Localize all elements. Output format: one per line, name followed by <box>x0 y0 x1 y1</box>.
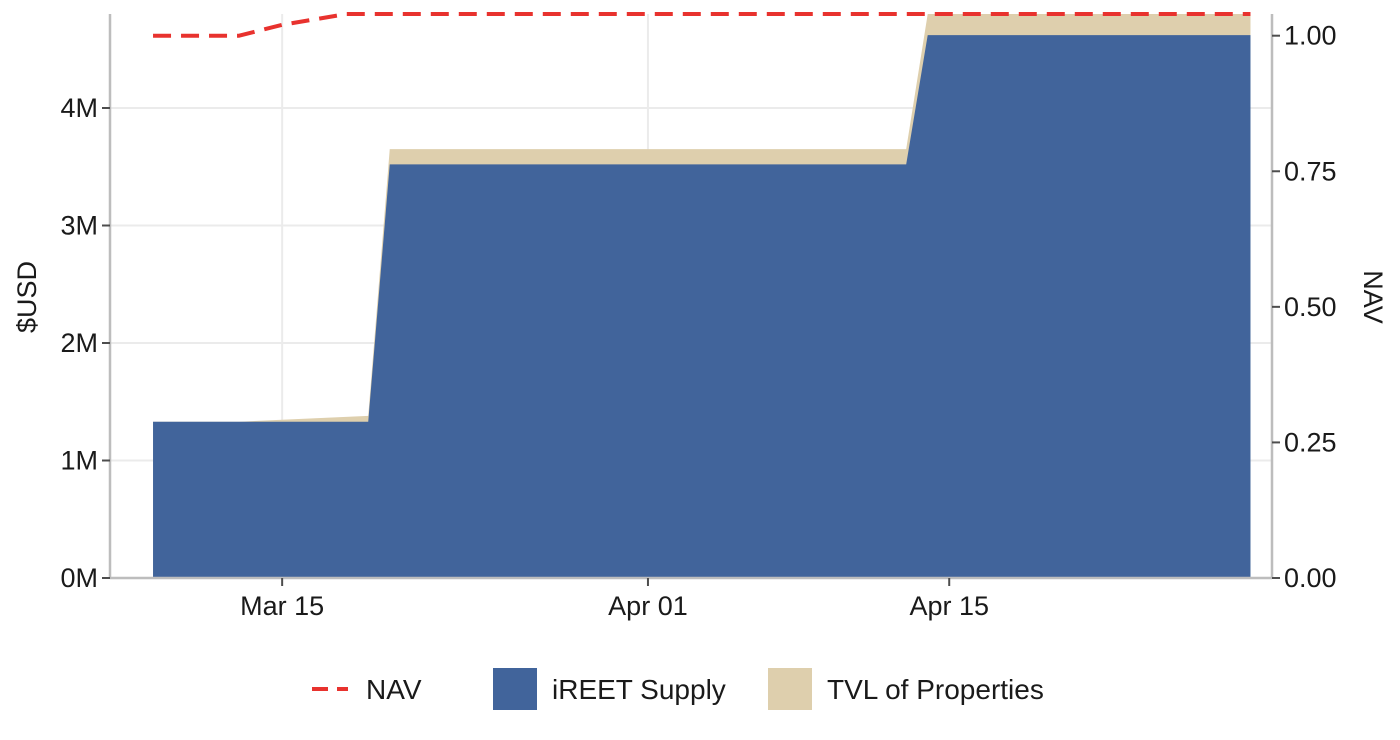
x-tick-label: Apr 01 <box>608 591 688 621</box>
nav-line <box>153 12 1251 38</box>
y2-tick-label: 0.75 <box>1284 156 1337 186</box>
y2-tick-label: 0.25 <box>1284 427 1337 457</box>
legend-key-ireet-supply <box>493 668 537 710</box>
y-axis-title: $USD <box>12 261 42 333</box>
y-tick-label: 0M <box>60 563 98 593</box>
y-tick-label: 2M <box>60 328 98 358</box>
legend: NAV iREET Supply TVL of Properties <box>312 668 1044 710</box>
legend-label-tvl-of-properties: TVL of Properties <box>827 674 1044 705</box>
legend-key-tvl-of-properties <box>768 668 812 710</box>
y-tick-label: 1M <box>60 446 98 476</box>
y-tick-label: 4M <box>60 93 98 123</box>
y2-tick-label: 0.50 <box>1284 292 1337 322</box>
axes: 0M 1M 2M 3M 4M 0.00 0.25 0.50 0.75 1.00 Mar 15 Apr … <box>60 14 1337 621</box>
plot-lines <box>153 12 1251 38</box>
ireet-supply-area <box>153 35 1251 578</box>
y2-axis-title: NAV <box>1358 270 1388 324</box>
plot-areas <box>153 14 1251 578</box>
x-tick-label: Apr 15 <box>909 591 989 621</box>
y2-tick-label: 0.00 <box>1284 563 1337 593</box>
y2-tick-label: 1.00 <box>1284 21 1337 51</box>
x-tick-label: Mar 15 <box>240 591 324 621</box>
legend-label-ireet-supply: iREET Supply <box>552 674 726 705</box>
legend-label-nav: NAV <box>366 674 422 705</box>
y-tick-label: 3M <box>60 211 98 241</box>
